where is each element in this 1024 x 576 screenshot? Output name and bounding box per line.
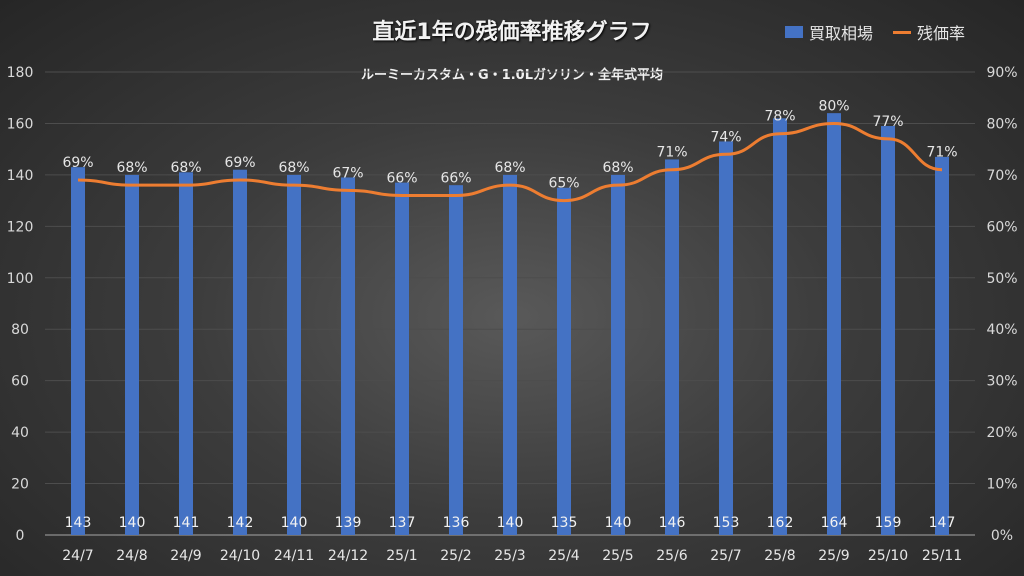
bar-data-label: 164 <box>821 515 848 531</box>
bar-data-label: 142 <box>227 515 254 531</box>
legend: 買取相場 残価率 <box>785 20 965 44</box>
line-data-label: 69% <box>62 155 93 171</box>
y-tick-label: 120 <box>7 219 34 235</box>
x-tick-label: 24/11 <box>274 548 314 564</box>
y-tick-label: 0 <box>16 528 25 544</box>
x-tick-label: 25/6 <box>656 548 688 564</box>
y2-tick-label: 10% <box>986 477 1017 493</box>
line-data-label: 71% <box>926 145 957 161</box>
line-data-label: 66% <box>440 170 471 186</box>
line-data-label: 66% <box>386 170 417 186</box>
y-tick-label: 20 <box>11 477 29 493</box>
line-data-label: 68% <box>170 160 201 176</box>
x-tick-label: 25/3 <box>494 548 525 564</box>
x-tick-label: 24/9 <box>170 548 201 564</box>
legend-label-bar: 買取相場 <box>809 24 874 43</box>
line-data-label: 69% <box>224 155 255 171</box>
y-tick-label: 180 <box>7 65 34 81</box>
rate-line <box>77 121 943 203</box>
legend-swatch-bar <box>785 26 803 38</box>
line-data-label: 68% <box>494 160 525 176</box>
bar <box>233 169 247 535</box>
bar-data-label: 140 <box>281 515 308 531</box>
x-tick-label: 25/9 <box>818 548 849 564</box>
y-tick-label: 60 <box>11 374 29 390</box>
bar-data-label: 139 <box>335 515 362 531</box>
x-tick-label: 25/1 <box>386 548 417 564</box>
bar <box>827 113 841 536</box>
x-tick-label: 25/4 <box>548 548 580 564</box>
x-tick-label: 25/2 <box>440 548 471 564</box>
y2-tick-label: 60% <box>986 219 1017 235</box>
legend-swatch-line <box>893 30 912 34</box>
line-data-label: 68% <box>116 160 147 176</box>
line-data-label: 68% <box>602 160 633 176</box>
y2-tick-label: 70% <box>986 168 1017 184</box>
x-tick-label: 25/11 <box>922 548 962 564</box>
bar <box>179 172 193 536</box>
bar <box>71 167 85 535</box>
y2-tick-label: 90% <box>986 65 1017 81</box>
y-tick-label: 80 <box>11 322 29 338</box>
y2-tick-label: 50% <box>986 271 1017 287</box>
x-tick-label: 25/7 <box>710 548 741 564</box>
line-data-label: 80% <box>818 98 849 114</box>
line-data-label: 71% <box>656 145 687 161</box>
y2-tick-label: 30% <box>986 374 1017 390</box>
line-data-label: 65% <box>548 176 579 192</box>
y2-tick-label: 80% <box>986 116 1017 132</box>
bar-data-label: 140 <box>497 515 524 531</box>
bar-data-label: 143 <box>65 515 92 531</box>
y2-tick-label: 40% <box>986 322 1017 338</box>
x-tick-label: 25/10 <box>868 548 908 564</box>
bar <box>719 141 733 535</box>
x-tick-label: 24/12 <box>328 548 368 564</box>
bar <box>449 185 463 535</box>
bar-data-label: 147 <box>929 515 956 531</box>
y2-tick-label: 0% <box>991 528 1013 544</box>
x-tick-label: 24/7 <box>62 548 93 564</box>
bar-data-label: 140 <box>119 515 146 531</box>
bar-data-label: 140 <box>605 515 632 531</box>
bar-data-label: 146 <box>659 515 686 531</box>
bar <box>557 187 571 535</box>
y2-tick-label: 20% <box>986 425 1017 441</box>
bar <box>935 156 949 535</box>
y-tick-label: 160 <box>7 116 34 132</box>
bar-data-label: 159 <box>875 515 902 531</box>
line-data-label: 78% <box>764 109 795 125</box>
bar <box>125 174 139 535</box>
bar <box>773 118 787 536</box>
x-tick-label: 24/8 <box>116 548 147 564</box>
line-data-label: 74% <box>710 129 741 145</box>
y-tick-label: 100 <box>7 271 34 287</box>
legend-label-line: 残価率 <box>917 24 966 43</box>
bar <box>287 174 301 535</box>
y-tick-label: 140 <box>7 168 34 184</box>
bar-data-label: 162 <box>767 515 794 531</box>
bar-data-label: 141 <box>173 515 200 531</box>
bar <box>881 126 895 536</box>
bar-data-label: 136 <box>443 515 470 531</box>
bar-data-label: 153 <box>713 515 740 531</box>
x-tick-label: 25/5 <box>602 548 633 564</box>
x-tick-label: 24/10 <box>220 548 260 564</box>
y-tick-label: 40 <box>11 425 29 441</box>
line-data-label: 77% <box>872 114 903 130</box>
bar <box>395 182 409 535</box>
line-data-label: 68% <box>278 160 309 176</box>
chart-title: 直近1年の残価率推移グラフ <box>372 20 652 45</box>
line-data-label: 67% <box>332 165 363 181</box>
bar <box>665 159 679 535</box>
bar <box>341 177 355 535</box>
x-tick-label: 25/8 <box>764 548 795 564</box>
bar-data-label: 137 <box>389 515 416 531</box>
bar-data-label: 135 <box>551 515 578 531</box>
bar <box>503 174 517 535</box>
bar <box>611 174 625 535</box>
